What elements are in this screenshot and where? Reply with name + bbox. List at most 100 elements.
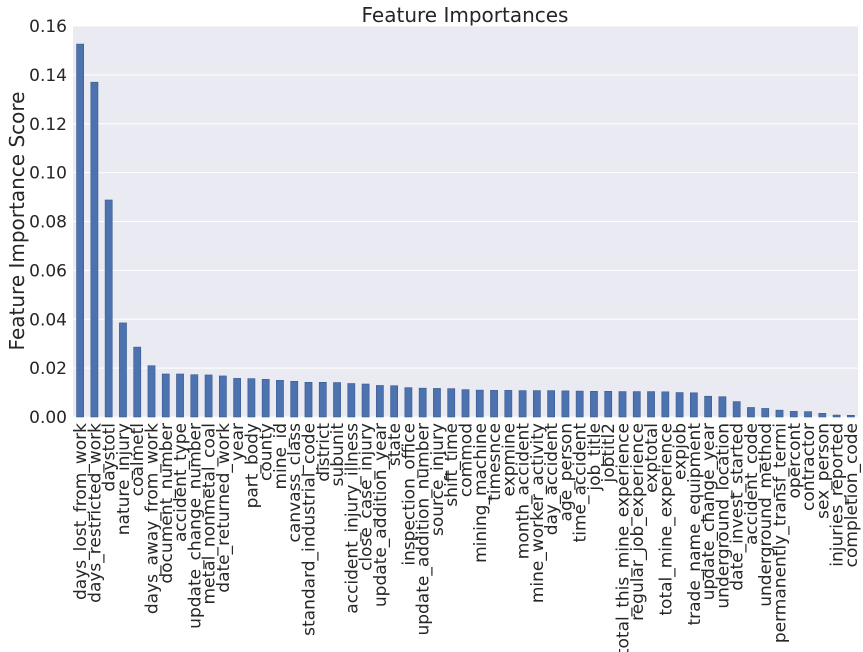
x-tick-label: daystotl — [100, 423, 120, 492]
bar — [261, 379, 270, 418]
x-tick-label: underground_method — [756, 423, 776, 607]
x-tick-label: job_title — [585, 423, 605, 492]
bar — [218, 375, 227, 418]
bar — [675, 392, 684, 418]
y-tick-label: 0.16 — [29, 17, 67, 37]
bar — [804, 411, 812, 418]
bar — [90, 81, 99, 418]
x-tick-label: accident_injury_illness — [342, 423, 362, 614]
x-tick-label: standard_industrial_code — [300, 423, 320, 636]
bar — [504, 390, 513, 418]
x-tick-label: total_mine_experience — [656, 423, 676, 616]
bar — [704, 395, 713, 418]
bar — [447, 388, 456, 418]
x-tick-label: update_change_year — [699, 423, 719, 600]
bar — [318, 381, 327, 418]
bar — [832, 414, 841, 418]
bar — [618, 391, 627, 418]
x-tick-label: days_restricted_work — [85, 423, 105, 603]
bar — [775, 409, 784, 418]
bar — [290, 381, 299, 418]
x-tick-label: completion_code — [842, 423, 862, 567]
bar — [233, 378, 242, 418]
x-tick-label: mining_machine — [471, 423, 491, 563]
bar — [632, 391, 641, 418]
bar — [119, 322, 127, 418]
x-tick-label: age_person — [556, 423, 576, 521]
chart-title: Feature Importances — [362, 3, 569, 27]
x-tick-label: sex_person — [813, 423, 833, 519]
bar — [490, 390, 498, 418]
x-tick-label: coalmetl — [128, 423, 148, 496]
bar — [789, 411, 798, 418]
x-tick-label: days_lost_from_work — [71, 423, 91, 600]
bar — [689, 392, 698, 418]
bar — [761, 408, 770, 418]
y-tick-label: 0.12 — [29, 115, 67, 135]
x-tick-label: update_addition_number — [414, 423, 434, 636]
bar — [190, 374, 199, 418]
bar — [276, 380, 284, 418]
x-tick-label: mine_id — [271, 423, 291, 490]
x-tick-label: total_this_mine_experience — [614, 423, 634, 652]
x-tick-label: jobtitl2 — [599, 423, 619, 484]
x-tick-label: accident_code — [742, 423, 762, 545]
bar — [76, 43, 85, 418]
bar — [647, 391, 655, 418]
x-tick-label: update_addition_year — [371, 423, 391, 607]
x-tick-label: district — [314, 423, 334, 482]
bar — [176, 373, 184, 418]
y-tick-label: 0.08 — [29, 213, 67, 233]
x-tick-label: days_away_from_work — [143, 423, 163, 614]
bar — [361, 383, 370, 418]
bar — [133, 346, 142, 418]
x-tick-label: source_injury — [428, 423, 448, 536]
bar — [433, 388, 441, 418]
y-tick-label: 0.04 — [29, 310, 67, 330]
bar — [147, 365, 156, 418]
x-tick-label: update_change_number — [185, 423, 205, 629]
bar — [404, 387, 413, 418]
x-tick-label: subunit — [328, 423, 348, 487]
x-tick-label: state — [385, 423, 405, 466]
bar — [518, 390, 527, 418]
x-tick-label: county — [257, 423, 277, 481]
x-tick-label: close_case_injury — [357, 423, 377, 571]
bar — [547, 390, 556, 418]
bar — [418, 387, 427, 418]
bar — [161, 373, 170, 418]
bar — [604, 391, 613, 418]
y-axis-label: Feature Importance Score — [5, 92, 29, 351]
bar — [390, 385, 399, 418]
x-tick-label: shift_time — [442, 423, 462, 507]
bar — [561, 390, 570, 418]
x-tick-label: time_accident — [571, 423, 591, 543]
bar — [247, 378, 256, 418]
bar — [375, 385, 384, 418]
bar — [846, 414, 855, 418]
bar — [304, 381, 313, 418]
bar — [475, 389, 484, 418]
x-tick-label: canvass_class — [285, 423, 305, 543]
x-tick-label: inspection_office — [399, 423, 419, 566]
x-tick-label: nature_injury — [114, 423, 134, 535]
bar — [104, 199, 113, 418]
y-tick-label: 0.06 — [29, 261, 67, 281]
x-tick-label: accident_type — [171, 423, 191, 542]
bar — [575, 390, 584, 418]
x-tick-label: contractor — [799, 423, 819, 511]
x-tick-label: part_body — [242, 423, 262, 508]
x-tick-label: metal_nonmetal_coal — [200, 423, 220, 605]
bar — [732, 401, 741, 418]
x-tick-label: date_returned_work — [214, 423, 234, 593]
x-tick-label: injuries_reported — [828, 423, 848, 567]
x-tick-label: expjob — [671, 423, 691, 480]
bar — [661, 391, 670, 418]
y-tick-label: 0.02 — [29, 359, 67, 379]
bar — [204, 374, 213, 418]
bar — [532, 390, 541, 418]
x-tick-label: year — [228, 423, 248, 461]
x-tick-label: date_invest_started — [728, 423, 748, 591]
bar — [347, 383, 356, 418]
